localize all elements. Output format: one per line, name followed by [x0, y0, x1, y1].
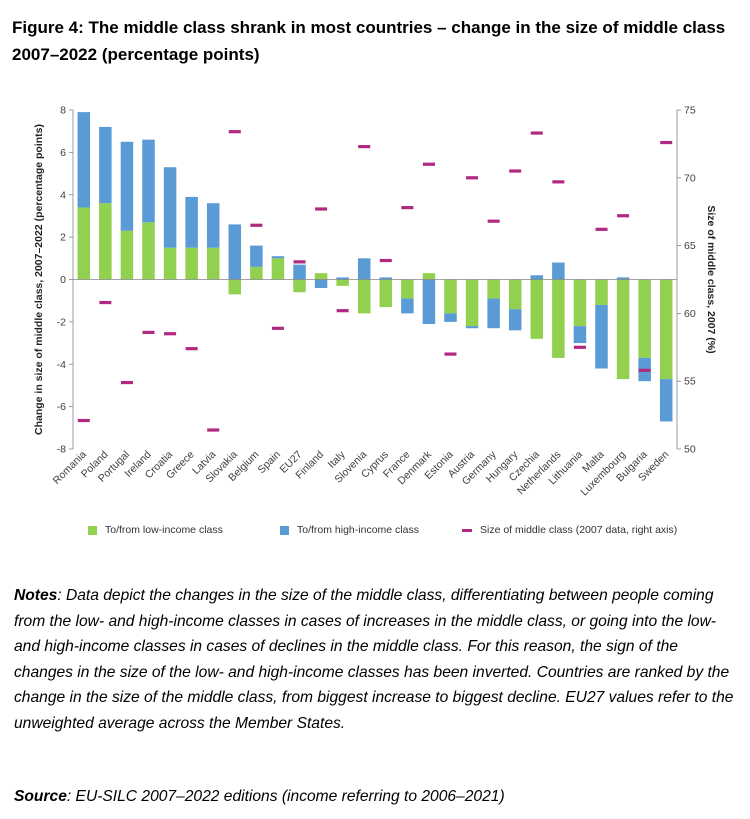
notes-label: Notes: [14, 587, 58, 604]
left-axis-title: Change in size of middle class, 2007–202…: [33, 124, 45, 435]
notes-paragraph: Notes: Data depict the changes in the si…: [14, 583, 736, 737]
bar-high-luxembourg: [616, 277, 630, 280]
left-tick-label: 0: [60, 274, 66, 286]
bar-low-slovakia: [228, 279, 242, 295]
bar-low-france: [401, 279, 414, 299]
bar-low-austria: [465, 279, 479, 327]
bar-high-hungary: [508, 309, 522, 331]
bar-high-romania: [77, 112, 91, 208]
legend-item-mid: Size of middle class (2007 data, right a…: [462, 524, 677, 536]
left-y-axis: -8 -6 -4 -2 0 2 4 6 8 Change in size of middle cl…: [33, 105, 74, 456]
legend-item-low: To/from low-income class: [88, 524, 223, 536]
bar-high-belgium: [250, 245, 263, 267]
plot-area: [77, 112, 673, 432]
bar-low-denmark: [422, 273, 436, 280]
x-tick-label-spain: Spain: [256, 449, 284, 477]
bar-high-czechia: [530, 275, 544, 280]
bar-high-italy: [336, 277, 349, 280]
legend-label-mid: Size of middle class (2007 data, right a…: [480, 524, 678, 536]
left-tick-label: -2: [57, 316, 66, 328]
bar-high-denmark: [422, 279, 436, 324]
bar-low-latvia: [206, 247, 220, 280]
source-paragraph: Source: EU-SILC 2007–2022 editions (inco…: [14, 786, 736, 808]
right-tick-label: 60: [684, 308, 696, 320]
bar-low-eu27: [293, 279, 306, 293]
left-tick-label: 4: [60, 189, 66, 201]
right-tick-label: 70: [684, 172, 696, 184]
source-label: Source: [14, 788, 67, 805]
right-tick-label: 65: [684, 240, 696, 252]
notes-text: : Data depict the changes in the size of…: [14, 587, 734, 732]
bar-low-germany: [487, 279, 500, 299]
bar-low-hungary: [508, 279, 522, 310]
bar-high-greece: [185, 196, 198, 248]
bar-high-netherlands: [552, 262, 565, 280]
right-tick-label: 50: [684, 444, 696, 456]
legend-label-high: To/from high-income class: [297, 524, 419, 536]
right-y-axis: 50 55 60 65 70 75 Size of middle class, 2007 (…: [676, 105, 717, 456]
bar-high-eu27: [293, 264, 306, 280]
bar-low-poland: [99, 203, 112, 280]
source-text: : EU-SILC 2007–2022 editions (income ref…: [66, 788, 505, 805]
bar-low-cyprus: [379, 279, 393, 308]
bar-high-latvia: [206, 203, 220, 248]
bar-low-italy: [336, 279, 349, 286]
legend-item-high: To/from high-income class: [280, 524, 419, 536]
bar-low-greece: [185, 247, 198, 280]
bar-low-luxembourg: [616, 279, 630, 380]
bar-high-ireland: [142, 139, 155, 223]
bar-low-ireland: [142, 222, 155, 280]
bar-low-belgium: [250, 266, 263, 280]
right-tick-label: 75: [684, 105, 696, 117]
left-tick-label: 8: [60, 105, 66, 117]
bar-low-slovenia: [357, 279, 371, 314]
legend-dash-mid: [462, 528, 472, 532]
bar-low-czechia: [530, 279, 544, 339]
bar-low-sweden: [659, 279, 673, 380]
figure-title: Figure 4: The middle class shrank in mos…: [12, 18, 726, 64]
bar-low-croatia: [163, 247, 177, 280]
left-tick-label: -4: [57, 359, 66, 371]
right-axis-title: Size of middle class, 2007 (%): [705, 205, 717, 353]
legend-swatch-high: [280, 525, 289, 535]
bar-high-sweden: [659, 379, 673, 422]
bar-high-malta: [595, 304, 608, 369]
left-tick-label: -6: [57, 401, 66, 413]
bar-high-finland: [314, 279, 328, 288]
bar-low-lithuania: [573, 279, 587, 327]
bar-high-croatia: [163, 167, 177, 248]
bar-high-poland: [99, 126, 112, 204]
bar-high-cyprus: [379, 277, 393, 280]
bar-high-germany: [487, 298, 500, 329]
bar-low-bulgaria: [638, 279, 651, 358]
chart-legend: To/from low-income class To/from high-in…: [88, 524, 728, 544]
legend-swatch-low: [88, 525, 97, 535]
bar-high-spain: [271, 256, 285, 259]
left-tick-label: 6: [60, 147, 66, 159]
bar-high-france: [401, 298, 414, 314]
legend-label-low: To/from low-income class: [105, 524, 223, 536]
bar-low-spain: [271, 258, 285, 280]
bar-high-austria: [465, 326, 479, 329]
bar-high-portugal: [120, 141, 134, 231]
bar-low-portugal: [120, 230, 134, 280]
left-tick-label: 2: [60, 232, 66, 244]
bar-low-romania: [77, 207, 91, 280]
bar-high-estonia: [444, 313, 457, 322]
bar-high-lithuania: [573, 326, 587, 344]
bar-low-finland: [314, 273, 328, 280]
bar-low-netherlands: [552, 279, 565, 358]
bar-high-slovenia: [357, 258, 371, 280]
bar-low-estonia: [444, 279, 457, 314]
left-tick-label: -8: [57, 444, 66, 456]
bar-high-slovakia: [228, 224, 242, 280]
bar-low-malta: [595, 279, 608, 305]
right-tick-label: 55: [684, 376, 696, 388]
stacked-bar-chart: -8 -6 -4 -2 0 2 4 6 8 Change in size of middle cl…: [33, 105, 717, 499]
